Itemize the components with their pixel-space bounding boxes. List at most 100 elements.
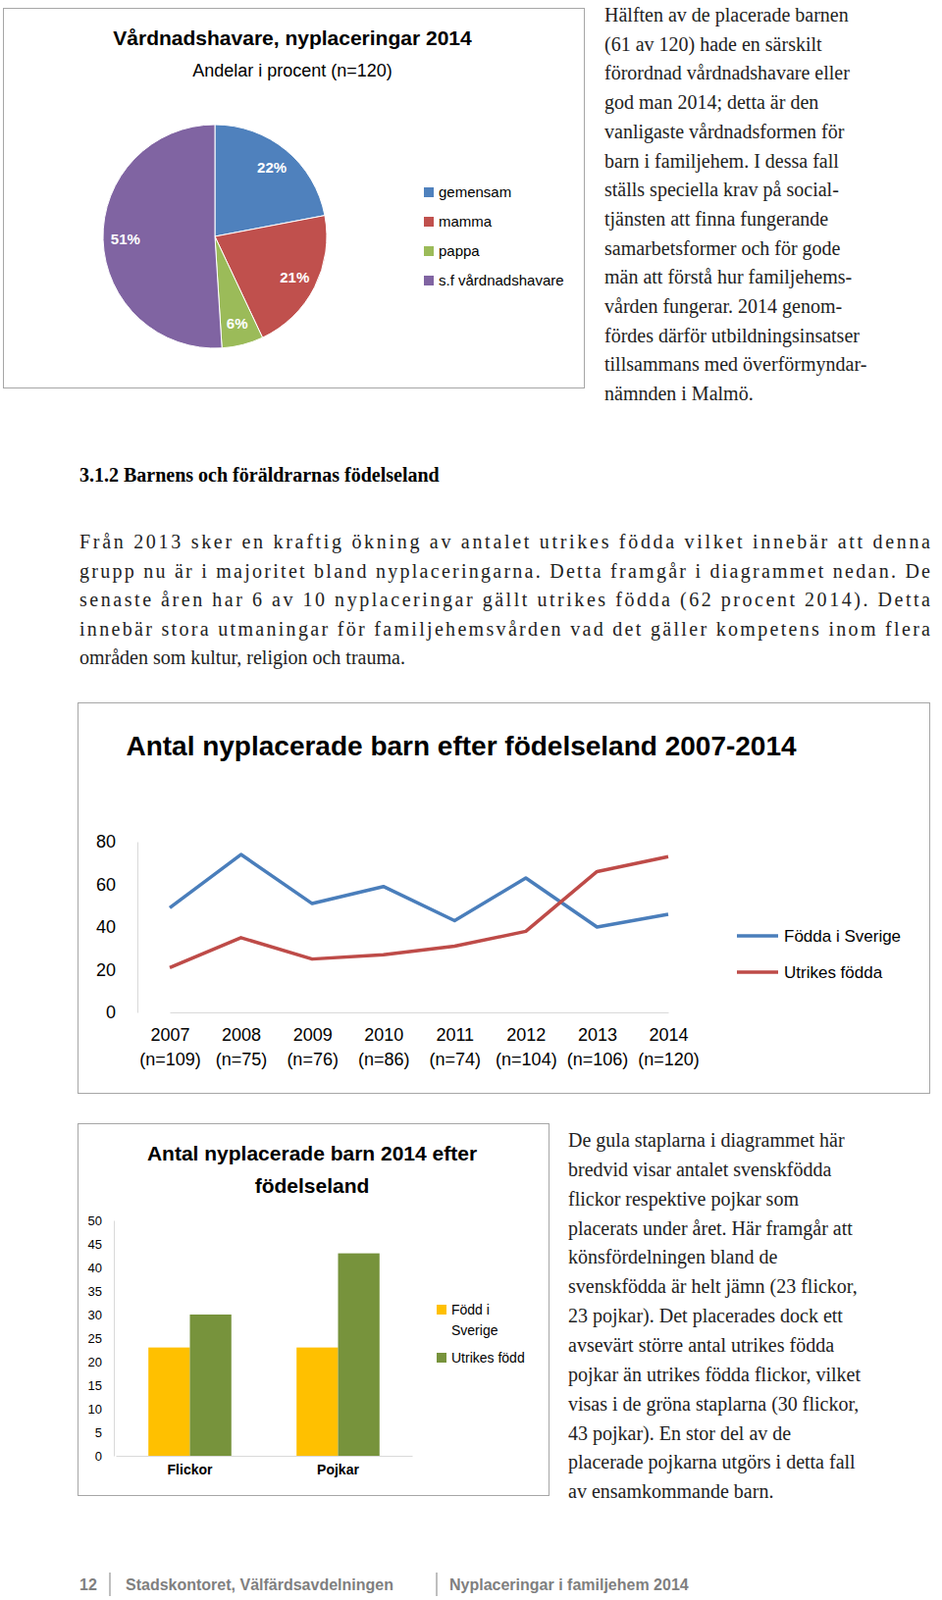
tick: 2014(n=120) — [637, 1012, 700, 1070]
tick: 0 — [95, 1449, 114, 1465]
tick: 2013 (n=106) — [567, 1012, 629, 1070]
paragraph-line: placerats under året. Här framgår att — [568, 1217, 853, 1241]
chart-title: Antal nyplacerade barn efter födelseland… — [125, 731, 797, 762]
tick-label-line: 2013 — [577, 1025, 618, 1046]
paragraph-line: vanligaste vårdnadsformen för — [604, 120, 845, 144]
tick-label-line: (n=106) — [567, 1049, 629, 1070]
legend-label: s.f vårdnadshavare — [438, 271, 565, 289]
tick-label: 15 — [88, 1378, 103, 1394]
tick-label: 0 — [105, 1002, 116, 1023]
legend-swatch — [736, 970, 779, 975]
plot — [169, 854, 669, 968]
paragraph-line: barn i familjehem. I dessa fall — [604, 150, 839, 173]
tick-label: 35 — [88, 1284, 103, 1300]
tick: 2011 (n=74) — [429, 1012, 482, 1070]
paragraph-line: pojkar än utrikes födda flickor, vilket — [568, 1363, 861, 1387]
bar — [148, 1348, 190, 1457]
text-line: Antal nyplacerade barn 2014 efter — [147, 1142, 477, 1165]
paragraph-line: tjänsten att finna fungerande — [604, 208, 829, 231]
tick-label: 2010(n=86) — [358, 1025, 411, 1070]
tick: 10 — [88, 1402, 114, 1417]
paragraph-line: områden som kultur, religion och trauma. — [79, 646, 406, 670]
tick: 2007(n=109) — [139, 1012, 202, 1070]
legend-label: pappa — [438, 242, 480, 260]
text-line: Sverige — [451, 1322, 499, 1339]
tick: 2010(n=86) — [358, 1012, 411, 1070]
paragraph: De gula staplarna i diagrammet härbredvi… — [568, 1129, 861, 1503]
tick-label-line: (n=120) — [637, 1049, 700, 1070]
paragraph-line: Hälften av de placerade barnen — [604, 3, 849, 27]
paragraph-line: svenskfödda är helt jämn (23 flickor, — [568, 1275, 858, 1299]
tick-label-line: 2009 — [293, 1025, 333, 1046]
tick: 45 — [88, 1237, 114, 1253]
separator — [436, 1572, 438, 1597]
tick-label: Pojkar — [316, 1462, 360, 1478]
paragraph-line: grupp nu är i majoritet bland nyplacerin… — [79, 560, 931, 583]
tick-label-line: 2011 — [435, 1025, 474, 1046]
paragraph-line: flickor respektive pojkar som — [568, 1188, 799, 1211]
axis-line — [170, 1012, 670, 1014]
tick-label: 80 — [96, 832, 116, 852]
heading: 3.1.2 Barnens och föräldrarnas födelsela… — [79, 464, 440, 486]
pie — [103, 124, 327, 349]
tick-label-line: (n=74) — [429, 1049, 482, 1070]
footer: 12 Stadskontoret, Välfärdsavdelningen Nypl… — [79, 1572, 689, 1597]
text-line: Född i — [451, 1302, 490, 1318]
tick-label-line: (n=75) — [215, 1049, 268, 1070]
chart-subtitle: Andelar i procent (n=120) — [192, 60, 393, 81]
tick-label: 0 — [95, 1449, 103, 1465]
bar — [296, 1348, 338, 1457]
paragraph-line: placerade pojkarna utgörs i detta fall — [568, 1451, 856, 1474]
paragraph-line: god man 2014; detta är den — [604, 91, 819, 114]
data-label: 6% — [226, 314, 249, 332]
tick: Flickor — [167, 1456, 213, 1478]
legend-label: gemensam — [438, 183, 512, 201]
page-number: 12 — [79, 1576, 98, 1594]
separator — [109, 1572, 111, 1597]
tick-label: 2012(n=104) — [495, 1025, 558, 1070]
tick: 2012(n=104) — [495, 1012, 558, 1070]
tick-label: 2007(n=109) — [139, 1025, 202, 1070]
legend: Född iSverigeUtrikes född — [436, 1302, 525, 1366]
tick-label: 2009(n=76) — [286, 1025, 339, 1070]
paragraph-line: ställs speciella krav på social- — [604, 178, 839, 202]
tick-label-line: 2008 — [221, 1025, 262, 1046]
x-axis: Flickor Pojkar — [116, 1456, 414, 1478]
paragraph-line: avsevärt större antal utrikes födda — [568, 1334, 835, 1357]
legend-swatch — [423, 275, 434, 286]
page: Vårdnadshavare, nyplaceringar 2014Andela… — [0, 0, 942, 1600]
legend-label: Utrikes födda — [784, 963, 884, 983]
tick-label-line: (n=104) — [495, 1049, 558, 1070]
legend-swatch — [423, 246, 434, 257]
tick: 80 — [96, 832, 138, 852]
footer-department: Stadskontoret, Välfärdsavdelningen — [125, 1576, 394, 1594]
chart-frame — [3, 8, 585, 389]
tick: 20 — [88, 1355, 114, 1370]
tick-label-line: 2010 — [364, 1025, 404, 1046]
paragraph-line: av ensamkommande barn. — [568, 1480, 774, 1503]
legend-label: Född i Sverige — [451, 1302, 499, 1339]
tick: Pojkar — [316, 1456, 360, 1478]
paragraph-line: nämnden i Malmö. — [604, 382, 754, 405]
paragraph-line: De gula staplarna i diagrammet här — [568, 1129, 845, 1152]
axis-line — [137, 842, 139, 1014]
paragraph-line: fördes därför utbildningsinsatser — [604, 324, 860, 348]
paragraph: Från 2013 sker en kraftig ökning av anta… — [79, 530, 931, 670]
tick: 25 — [88, 1331, 114, 1347]
tick: 5 — [95, 1425, 114, 1441]
y-axis: 05101520253035404550 — [88, 1213, 115, 1465]
tick-label: 40 — [96, 917, 116, 938]
tick-label: 5 — [95, 1425, 103, 1441]
bar — [190, 1314, 232, 1457]
paragraph-line: (61 av 120) hade en särskilt — [604, 33, 823, 56]
chart-frame — [78, 703, 931, 1095]
footer-report: Nyplaceringar i familjehem 2014 — [449, 1576, 689, 1594]
legend: Födda i SverigeUtrikes födda — [736, 927, 901, 983]
tick-label: 2008 (n=75) — [215, 1025, 268, 1070]
paragraph-line: innebär stora utmaningar för familjehems… — [79, 618, 931, 641]
plot — [148, 1254, 380, 1457]
tick: 35 — [88, 1284, 114, 1300]
paragraph-line: 43 pojkar). En stor del av de — [568, 1422, 791, 1446]
tick-label: 2014(n=120) — [637, 1025, 700, 1070]
tick: 20 — [96, 960, 138, 981]
